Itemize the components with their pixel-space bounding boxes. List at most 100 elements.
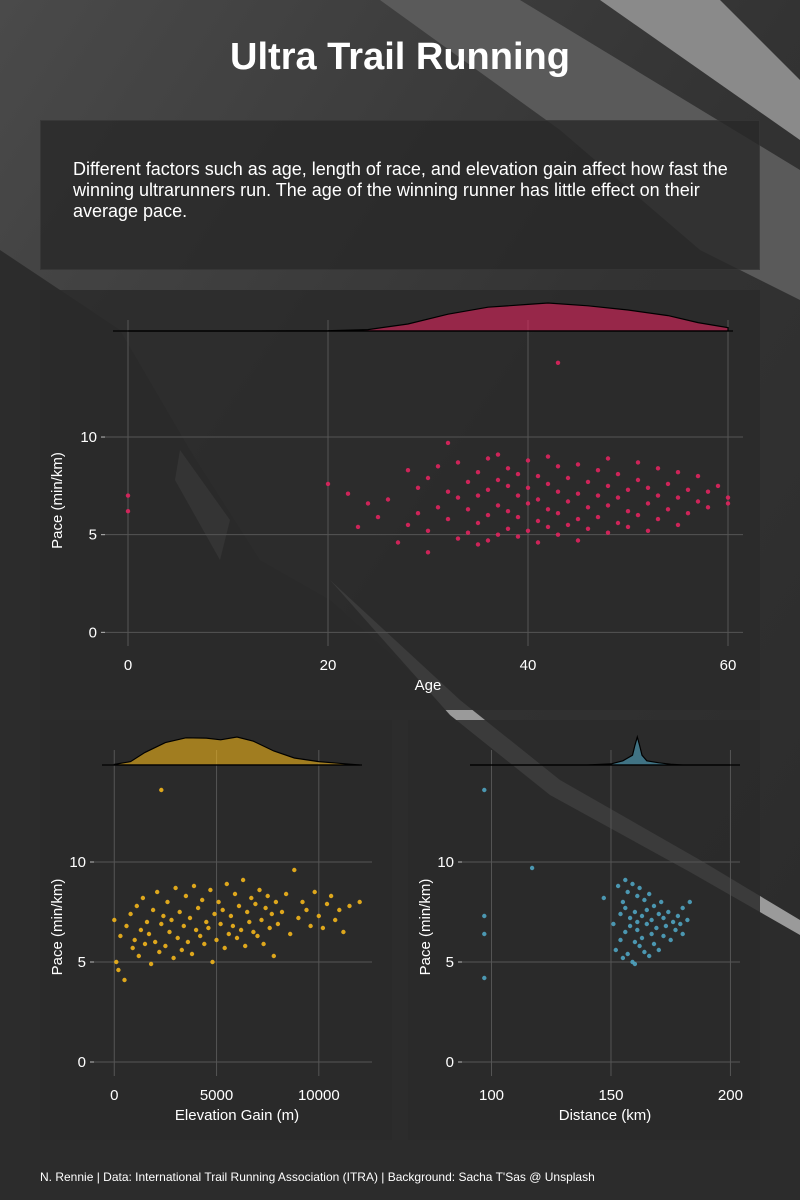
age-data-point [625,524,631,530]
distance-data-point [618,937,623,943]
elevation-x-axis-label: Elevation Gain (m) [175,1107,299,1124]
elevation-data-point [341,929,346,935]
distance-data-point [661,915,666,921]
elevation-x-tick-label: 10000 [298,1087,340,1104]
age-data-point [505,509,511,514]
distance-data-point [635,927,640,933]
elevation-chart-svg: 0 5000 10000 0 5 10 Elevation Gain (m) Pace (mi… [40,720,392,1140]
elevation-data-point [292,867,297,873]
distance-data-point [656,947,661,953]
elevation-data-point [320,925,326,931]
elevation-data-point [134,903,139,909]
distance-data-point [642,949,647,955]
age-data-point [485,487,491,492]
age-data-point [545,507,551,512]
age-data-point [595,493,601,498]
distance-y-axis-label: Pace (min/km) [417,879,434,976]
age-data-point [485,512,491,518]
age-data-point [655,516,661,522]
age-data-point [505,526,511,531]
elevation-data-point [324,901,330,907]
age-data-point [555,511,561,516]
age-data-point [565,499,571,504]
elevation-data-point [269,911,274,917]
age-x-tick-label: 0 [124,657,132,674]
age-data-point [535,497,541,502]
age-data-point [605,530,611,535]
age-data-point [405,522,411,528]
distance-data-point [644,921,649,927]
elevation-data-point [142,941,148,947]
age-y-axis-label: Pace (min/km) [49,452,66,549]
age-data-point [525,528,531,533]
page-title: Ultra Trail Running [230,36,570,78]
age-data-point [415,485,421,490]
elevation-data-point [128,911,133,917]
age-data-point [405,468,411,473]
age-data-point [125,493,131,498]
distance-data-point [666,909,671,915]
elevation-data-point [132,937,137,943]
elevation-data-point [257,887,262,893]
age-data-point [475,520,481,526]
elevation-data-point [220,907,225,913]
distance-data-point [482,913,487,919]
age-data-point [695,499,701,504]
age-data-point [565,475,571,481]
age-data-point [535,473,541,479]
elevation-data-point [118,933,123,939]
elevation-data-point [185,939,191,945]
elevation-data-point [275,921,281,927]
elevation-data-point [279,909,285,915]
age-data-point [475,470,481,475]
age-data-point [445,516,451,522]
distance-data-point [675,913,681,919]
elevation-data-point [224,881,229,887]
distance-data-point [482,975,487,981]
elevation-data-point [161,913,166,919]
age-data-point [475,542,481,547]
age-panel-bg [40,290,760,710]
distance-data-point [601,895,606,901]
elevation-data-point [157,949,162,955]
age-data-point [555,532,561,537]
age-data-point [705,505,711,510]
elevation-data-point [173,885,178,891]
elevation-data-point [245,909,250,915]
distance-data-point [632,939,638,945]
elevation-data-point [337,907,342,913]
elevation-data-point [222,945,227,951]
distance-data-point [673,927,678,933]
age-data-point [515,493,521,498]
distance-panel-bg [408,720,760,1140]
age-data-point [505,466,511,471]
age-data-point [125,509,131,514]
distance-data-point [656,911,661,917]
elevation-data-point [169,917,174,923]
age-data-point [435,505,441,510]
elevation-data-point [114,959,119,965]
elevation-data-point [206,925,211,931]
elevation-data-point [165,899,170,905]
elevation-data-point [228,913,234,919]
age-data-point [495,477,501,483]
age-data-point [645,501,651,506]
distance-data-point [647,891,652,897]
elevation-data-point [226,931,231,937]
elevation-data-point [148,961,154,967]
elevation-data-point [263,905,268,911]
elevation-data-point [255,933,260,939]
age-data-point [515,534,521,539]
age-data-point [625,509,631,514]
age-data-point [445,489,451,494]
age-data-point [685,511,691,516]
elevation-data-point [251,929,256,935]
age-data-point [525,458,531,463]
age-data-point [605,456,611,461]
distance-pace-chart: 100 150 200 0 5 10 Distance (km) Pace (min/km) [408,720,760,1140]
age-data-point [465,479,471,485]
age-data-point [675,470,681,475]
elevation-data-point [130,945,135,951]
elevation-data-point [140,895,146,901]
distance-chart-svg: 100 150 200 0 5 10 Distance (km) Pace (min/km) [408,720,760,1140]
